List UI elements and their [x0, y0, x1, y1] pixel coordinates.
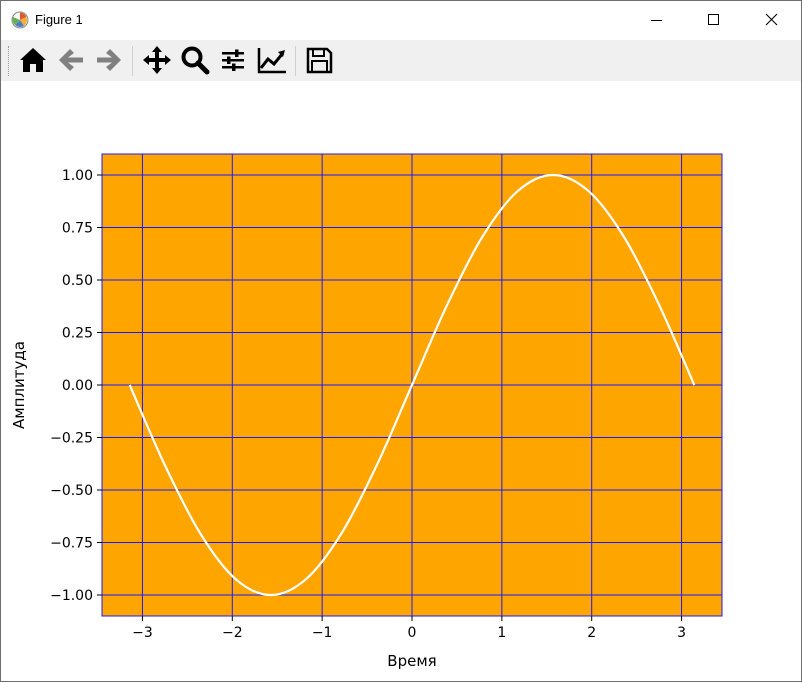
subplots-button[interactable] [217, 44, 249, 76]
navigation-toolbar [1, 40, 801, 81]
x-tick-label: 0 [408, 625, 417, 641]
y-tick-label: 1.00 [62, 168, 93, 184]
y-tick-label: −0.50 [50, 483, 93, 499]
title-bar[interactable]: Figure 1 [1, 1, 801, 39]
maximize-button[interactable] [685, 1, 741, 39]
sine-series-line [128, 173, 696, 597]
x-tick-label: 1 [497, 625, 506, 641]
toolbar-separator [132, 46, 133, 76]
y-tick-label: −0.75 [50, 536, 93, 552]
x-tick-label: −2 [222, 625, 243, 641]
save-button[interactable] [303, 44, 335, 76]
back-icon [59, 49, 83, 71]
y-tick-label: 0.00 [62, 378, 93, 394]
toolbar-separator [295, 46, 296, 76]
figure-canvas[interactable]: −3 −2 −1 0 1 2 3 −1.00 −0.75 −0.50 −0.25 0.00 0.25 0.… [1, 81, 801, 681]
zoom-button[interactable] [179, 44, 211, 76]
pan-icon [143, 46, 171, 74]
y-tick-label: 0.75 [62, 221, 93, 237]
y-tick-label: −0.25 [50, 431, 93, 447]
y-tick-label: −1.00 [50, 588, 93, 604]
y-tick-label: 0.50 [62, 273, 93, 289]
minimize-button[interactable] [629, 1, 685, 39]
x-tick-label: 2 [587, 625, 596, 641]
zoom-icon [181, 46, 210, 75]
home-button[interactable] [17, 44, 49, 76]
maximize-icon [708, 14, 719, 25]
x-tick-label: −1 [312, 625, 333, 641]
pan-button[interactable] [141, 44, 173, 76]
y-axis-label: Амплитуда [10, 341, 28, 429]
forward-icon [97, 49, 121, 71]
toolbar-grip[interactable] [8, 46, 11, 76]
x-axis-label: Время [387, 652, 436, 670]
back-button[interactable] [55, 44, 87, 76]
x-tick-label: 3 [677, 625, 686, 641]
y-tick-label: 0.25 [62, 326, 93, 342]
x-tick-label: −3 [132, 625, 153, 641]
minimize-icon [651, 20, 662, 21]
home-icon [20, 48, 46, 72]
save-icon [306, 47, 333, 74]
close-button[interactable] [743, 1, 799, 39]
subplots-icon [222, 49, 244, 71]
edit-axes-icon [257, 48, 286, 74]
edit-axes-button[interactable] [256, 44, 288, 76]
close-icon [765, 13, 778, 26]
window-title: Figure 1 [35, 12, 83, 27]
matplotlib-logo-icon [11, 11, 29, 29]
forward-button[interactable] [93, 44, 125, 76]
line-chart: −3 −2 −1 0 1 2 3 −1.00 −0.75 −0.50 −0.25 0.00 0.25 0.… [10, 153, 723, 670]
